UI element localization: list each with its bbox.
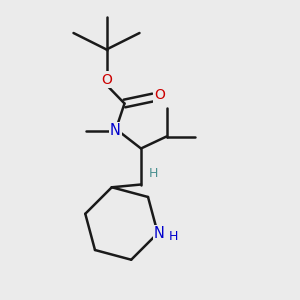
Text: H: H: [149, 167, 158, 180]
Text: O: O: [101, 73, 112, 86]
Text: O: O: [154, 88, 165, 102]
Text: H: H: [169, 230, 178, 243]
Text: N: N: [154, 226, 165, 241]
Text: N: N: [110, 123, 121, 138]
